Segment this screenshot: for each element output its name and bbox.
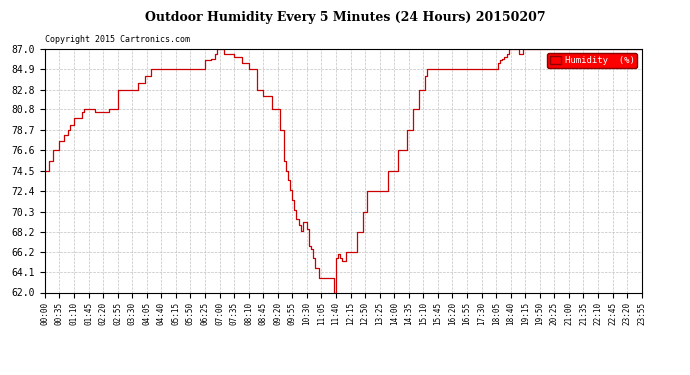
Text: Copyright 2015 Cartronics.com: Copyright 2015 Cartronics.com bbox=[45, 35, 190, 44]
Text: Outdoor Humidity Every 5 Minutes (24 Hours) 20150207: Outdoor Humidity Every 5 Minutes (24 Hou… bbox=[145, 11, 545, 24]
Legend: Humidity  (%): Humidity (%) bbox=[547, 53, 637, 68]
